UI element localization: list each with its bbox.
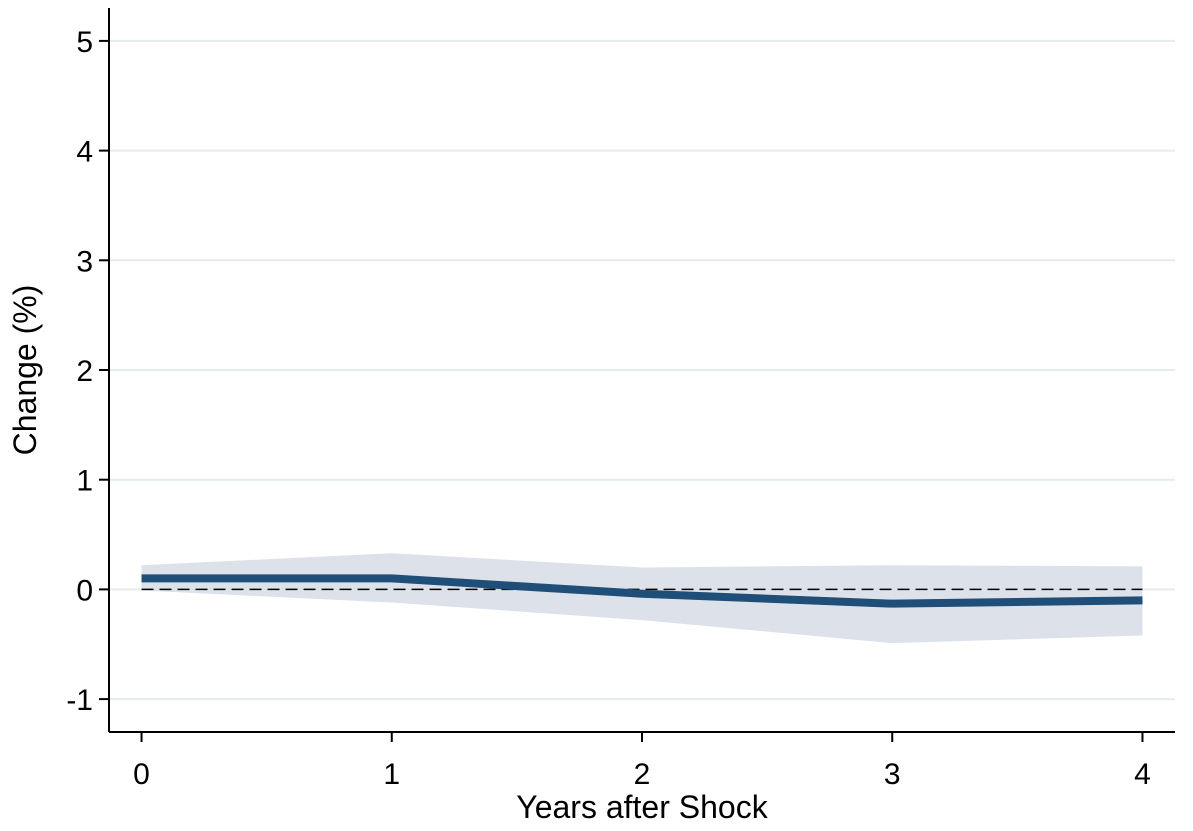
tick-label-layer: -1 0 1 2 3 4 5 0 1 2 3 4 xyxy=(66,26,1151,791)
x-tick-label-3: 3 xyxy=(884,758,901,791)
axes-layer xyxy=(99,8,1175,742)
y-tick-label-0: 0 xyxy=(76,574,93,607)
y-axis-title: Change (%) xyxy=(7,285,43,456)
y-tick-label-2: 2 xyxy=(76,355,93,388)
confidence-band-layer xyxy=(141,553,1143,644)
confidence-band xyxy=(141,553,1143,644)
x-tick-label-0: 0 xyxy=(133,758,150,791)
series-layer xyxy=(141,574,1143,608)
y-tick-label-4: 4 xyxy=(76,136,93,169)
y-tick-label-5: 5 xyxy=(76,26,93,59)
x-tick-label-2: 2 xyxy=(634,758,651,791)
y-tick-label-1: 1 xyxy=(76,465,93,498)
y-tick-label-3: 3 xyxy=(76,245,93,278)
y-tick-label--1: -1 xyxy=(66,684,93,717)
x-axis-title: Years after Shock xyxy=(516,789,768,825)
x-tick-label-1: 1 xyxy=(383,758,400,791)
x-tick-label-4: 4 xyxy=(1134,758,1151,791)
